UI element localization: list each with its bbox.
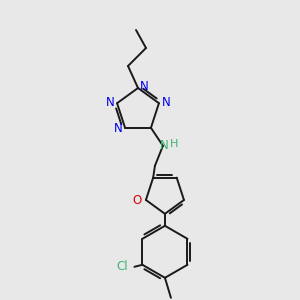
Text: Cl: Cl — [117, 260, 128, 273]
Text: H: H — [170, 139, 178, 149]
Text: N: N — [106, 96, 115, 109]
Text: N: N — [161, 96, 170, 109]
Text: N: N — [140, 80, 148, 94]
Text: O: O — [132, 194, 142, 208]
Text: N: N — [114, 122, 122, 135]
Text: N: N — [160, 139, 168, 152]
